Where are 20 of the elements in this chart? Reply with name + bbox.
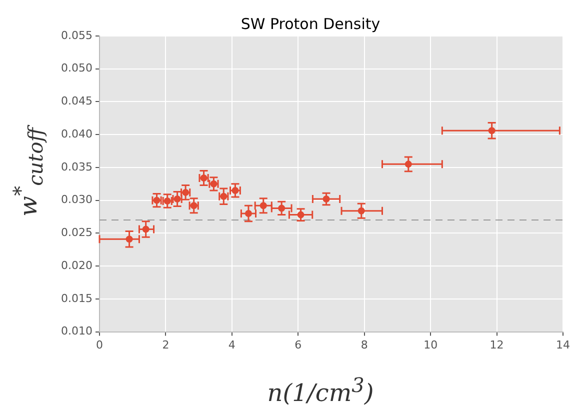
y-tick-label: 0.040 xyxy=(60,127,92,140)
y-tick-label: 0.035 xyxy=(60,160,92,174)
x-tick-label: 2 xyxy=(162,338,170,352)
y-tick-label: 0.045 xyxy=(60,94,92,108)
x-tick-label: 12 xyxy=(490,338,504,352)
y-tick-label: 0.010 xyxy=(60,324,92,338)
x-tick-label: 8 xyxy=(360,338,368,352)
x-axis-title: n(1/cm$^{3}$) xyxy=(266,373,375,407)
y-tick-label: 0.055 xyxy=(60,28,92,42)
x-tick-label: 0 xyxy=(96,338,103,352)
x-tick-label: 6 xyxy=(294,338,302,352)
y-tick-label: 0.025 xyxy=(60,226,92,240)
chart-title: SW Proton Density xyxy=(240,14,380,33)
y-tick-label: 0.020 xyxy=(60,258,92,272)
y-tick-label: 0.050 xyxy=(60,62,92,75)
x-tick-label: 10 xyxy=(424,338,438,352)
x-tick-label: 14 xyxy=(556,338,570,352)
y-tick-label: 0.015 xyxy=(60,292,92,305)
y-tick-label: 0.030 xyxy=(60,193,92,206)
x-tick-label: 4 xyxy=(228,338,236,352)
